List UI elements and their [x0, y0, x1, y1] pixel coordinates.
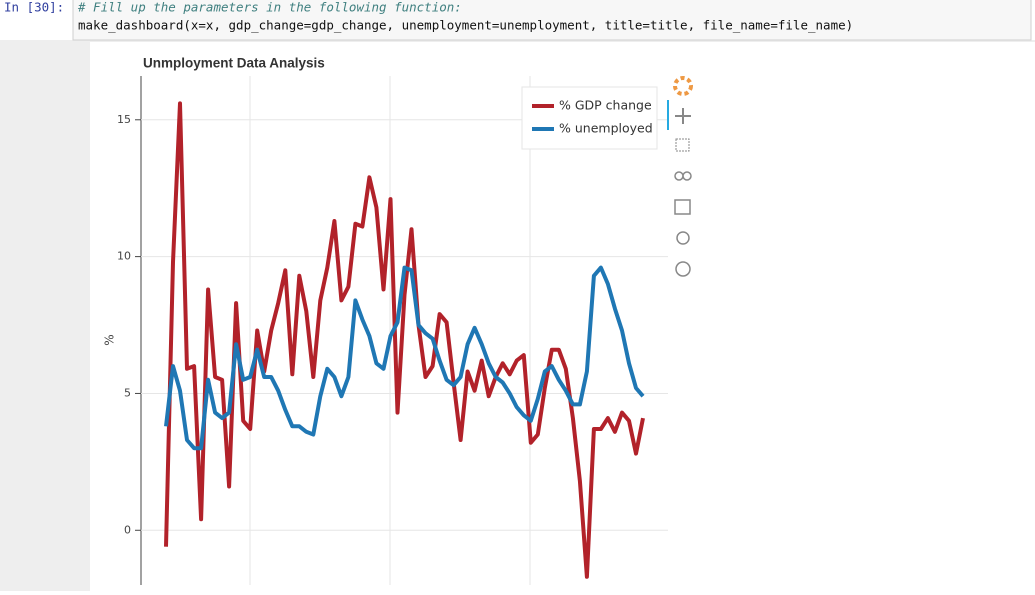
code-comment: # Fill up the parameters in the followin… [77, 0, 462, 15]
help-tool[interactable] [675, 261, 691, 277]
reset-tool[interactable] [676, 231, 690, 245]
series-line [164, 265, 645, 451]
legend-box [521, 86, 658, 150]
code-cell[interactable] [72, 0, 1032, 41]
y-tick-label: 0 [124, 523, 131, 536]
y-tick-label: 10 [117, 250, 131, 263]
y-tick-label: 15 [117, 113, 131, 126]
pan-tool[interactable] [675, 108, 691, 124]
legend-label: % GDP change [559, 98, 652, 113]
toolbar [667, 76, 693, 277]
box-zoom-tool[interactable] [675, 138, 690, 152]
code-line: make_dashboard(x=x, gdp_change=gdp_chang… [78, 18, 853, 33]
wheel-zoom-tool-b[interactable] [682, 171, 692, 181]
chart-title: Unmployment Data Analysis [143, 56, 325, 71]
y-tick-label: 5 [124, 386, 131, 399]
bokeh-logo[interactable] [673, 76, 693, 96]
prompt: In [30]: [4, 0, 64, 15]
save-tool[interactable] [674, 199, 691, 215]
legend-label: % unemployed [559, 121, 653, 136]
series-line [164, 101, 645, 579]
y-axis-label: % [103, 334, 117, 345]
